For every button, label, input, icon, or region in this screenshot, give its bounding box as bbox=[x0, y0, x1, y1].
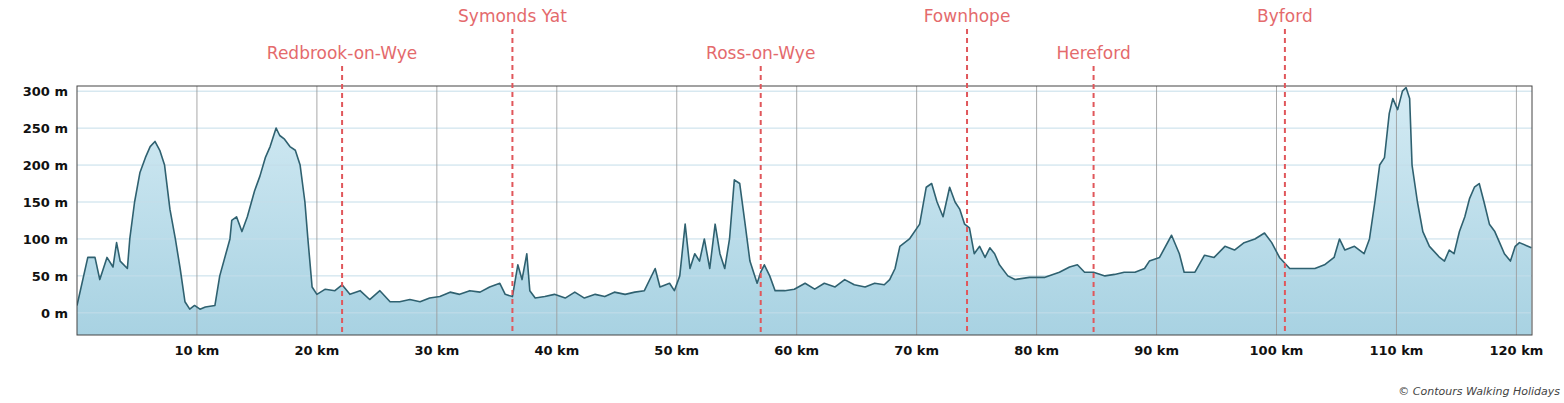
data-group bbox=[77, 86, 1532, 335]
grid-line-x bbox=[1156, 86, 1157, 335]
place-marker-line bbox=[341, 66, 343, 335]
x-tick-label: 70 km bbox=[894, 343, 939, 358]
x-tick-label: 60 km bbox=[774, 343, 819, 358]
grid-line-y bbox=[77, 165, 1532, 166]
x-tick-label: 110 km bbox=[1370, 343, 1424, 358]
chart: 0 m 50 m 100 m 150 m 200 m 250 m 300 m 10 km 20 … bbox=[0, 0, 1564, 403]
place-label: Fownhope bbox=[924, 6, 1011, 26]
place-marker-line bbox=[1284, 29, 1286, 335]
x-tick-label: 120 km bbox=[1489, 343, 1543, 358]
elevation-area bbox=[77, 87, 1531, 335]
place-marker-line bbox=[511, 29, 513, 335]
grid-line-y bbox=[77, 275, 1532, 276]
x-tick-label: 50 km bbox=[654, 343, 699, 358]
grid-line-x bbox=[1396, 86, 1397, 335]
grid-line-y bbox=[77, 238, 1532, 239]
grid-line-y bbox=[77, 128, 1532, 129]
grid-line-x bbox=[316, 86, 317, 335]
grid-line-y bbox=[77, 202, 1532, 203]
grid-line-y bbox=[77, 91, 1532, 92]
y-tick-label: 50 m bbox=[32, 269, 68, 284]
place-label: Redbrook-on-Wye bbox=[267, 43, 417, 63]
plot-background bbox=[77, 86, 1532, 335]
y-tick-label: 300 m bbox=[23, 84, 68, 99]
grid-line-x bbox=[796, 86, 797, 335]
elevation-line bbox=[77, 87, 1531, 309]
x-tick-label: 10 km bbox=[175, 343, 220, 358]
grid-line-y bbox=[77, 312, 1532, 313]
grid-line-x bbox=[1036, 86, 1037, 335]
x-tick-label: 40 km bbox=[534, 343, 579, 358]
place-label: Byford bbox=[1257, 6, 1313, 26]
grid-line-x bbox=[1276, 86, 1277, 335]
place-marker-line bbox=[1093, 66, 1095, 335]
place-label: Hereford bbox=[1056, 43, 1130, 63]
y-tick-label: 150 m bbox=[23, 195, 68, 210]
place-label: Ross-on-Wye bbox=[706, 43, 815, 63]
grid-line-x bbox=[676, 86, 677, 335]
place-marker-line bbox=[966, 29, 968, 335]
x-tick-label: 100 km bbox=[1250, 343, 1304, 358]
grid-line-x bbox=[556, 86, 557, 335]
y-tick-label: 250 m bbox=[23, 121, 68, 136]
plot-frame bbox=[77, 86, 1532, 335]
grid-line-x bbox=[916, 86, 917, 335]
x-tick-label: 80 km bbox=[1014, 343, 1059, 358]
y-tick-label: 200 m bbox=[23, 158, 68, 173]
x-tick-label: 90 km bbox=[1134, 343, 1179, 358]
credit: © Contours Walking Holidays bbox=[1398, 385, 1560, 398]
grid-line-x bbox=[196, 86, 197, 335]
grid-line-x bbox=[1516, 86, 1517, 335]
place-marker-line bbox=[760, 66, 762, 335]
place-label: Symonds Yat bbox=[458, 6, 567, 26]
x-tick-label: 20 km bbox=[294, 343, 339, 358]
y-tick-label: 100 m bbox=[23, 232, 68, 247]
x-tick-label: 30 km bbox=[414, 343, 459, 358]
y-tick-label: 0 m bbox=[41, 306, 68, 321]
